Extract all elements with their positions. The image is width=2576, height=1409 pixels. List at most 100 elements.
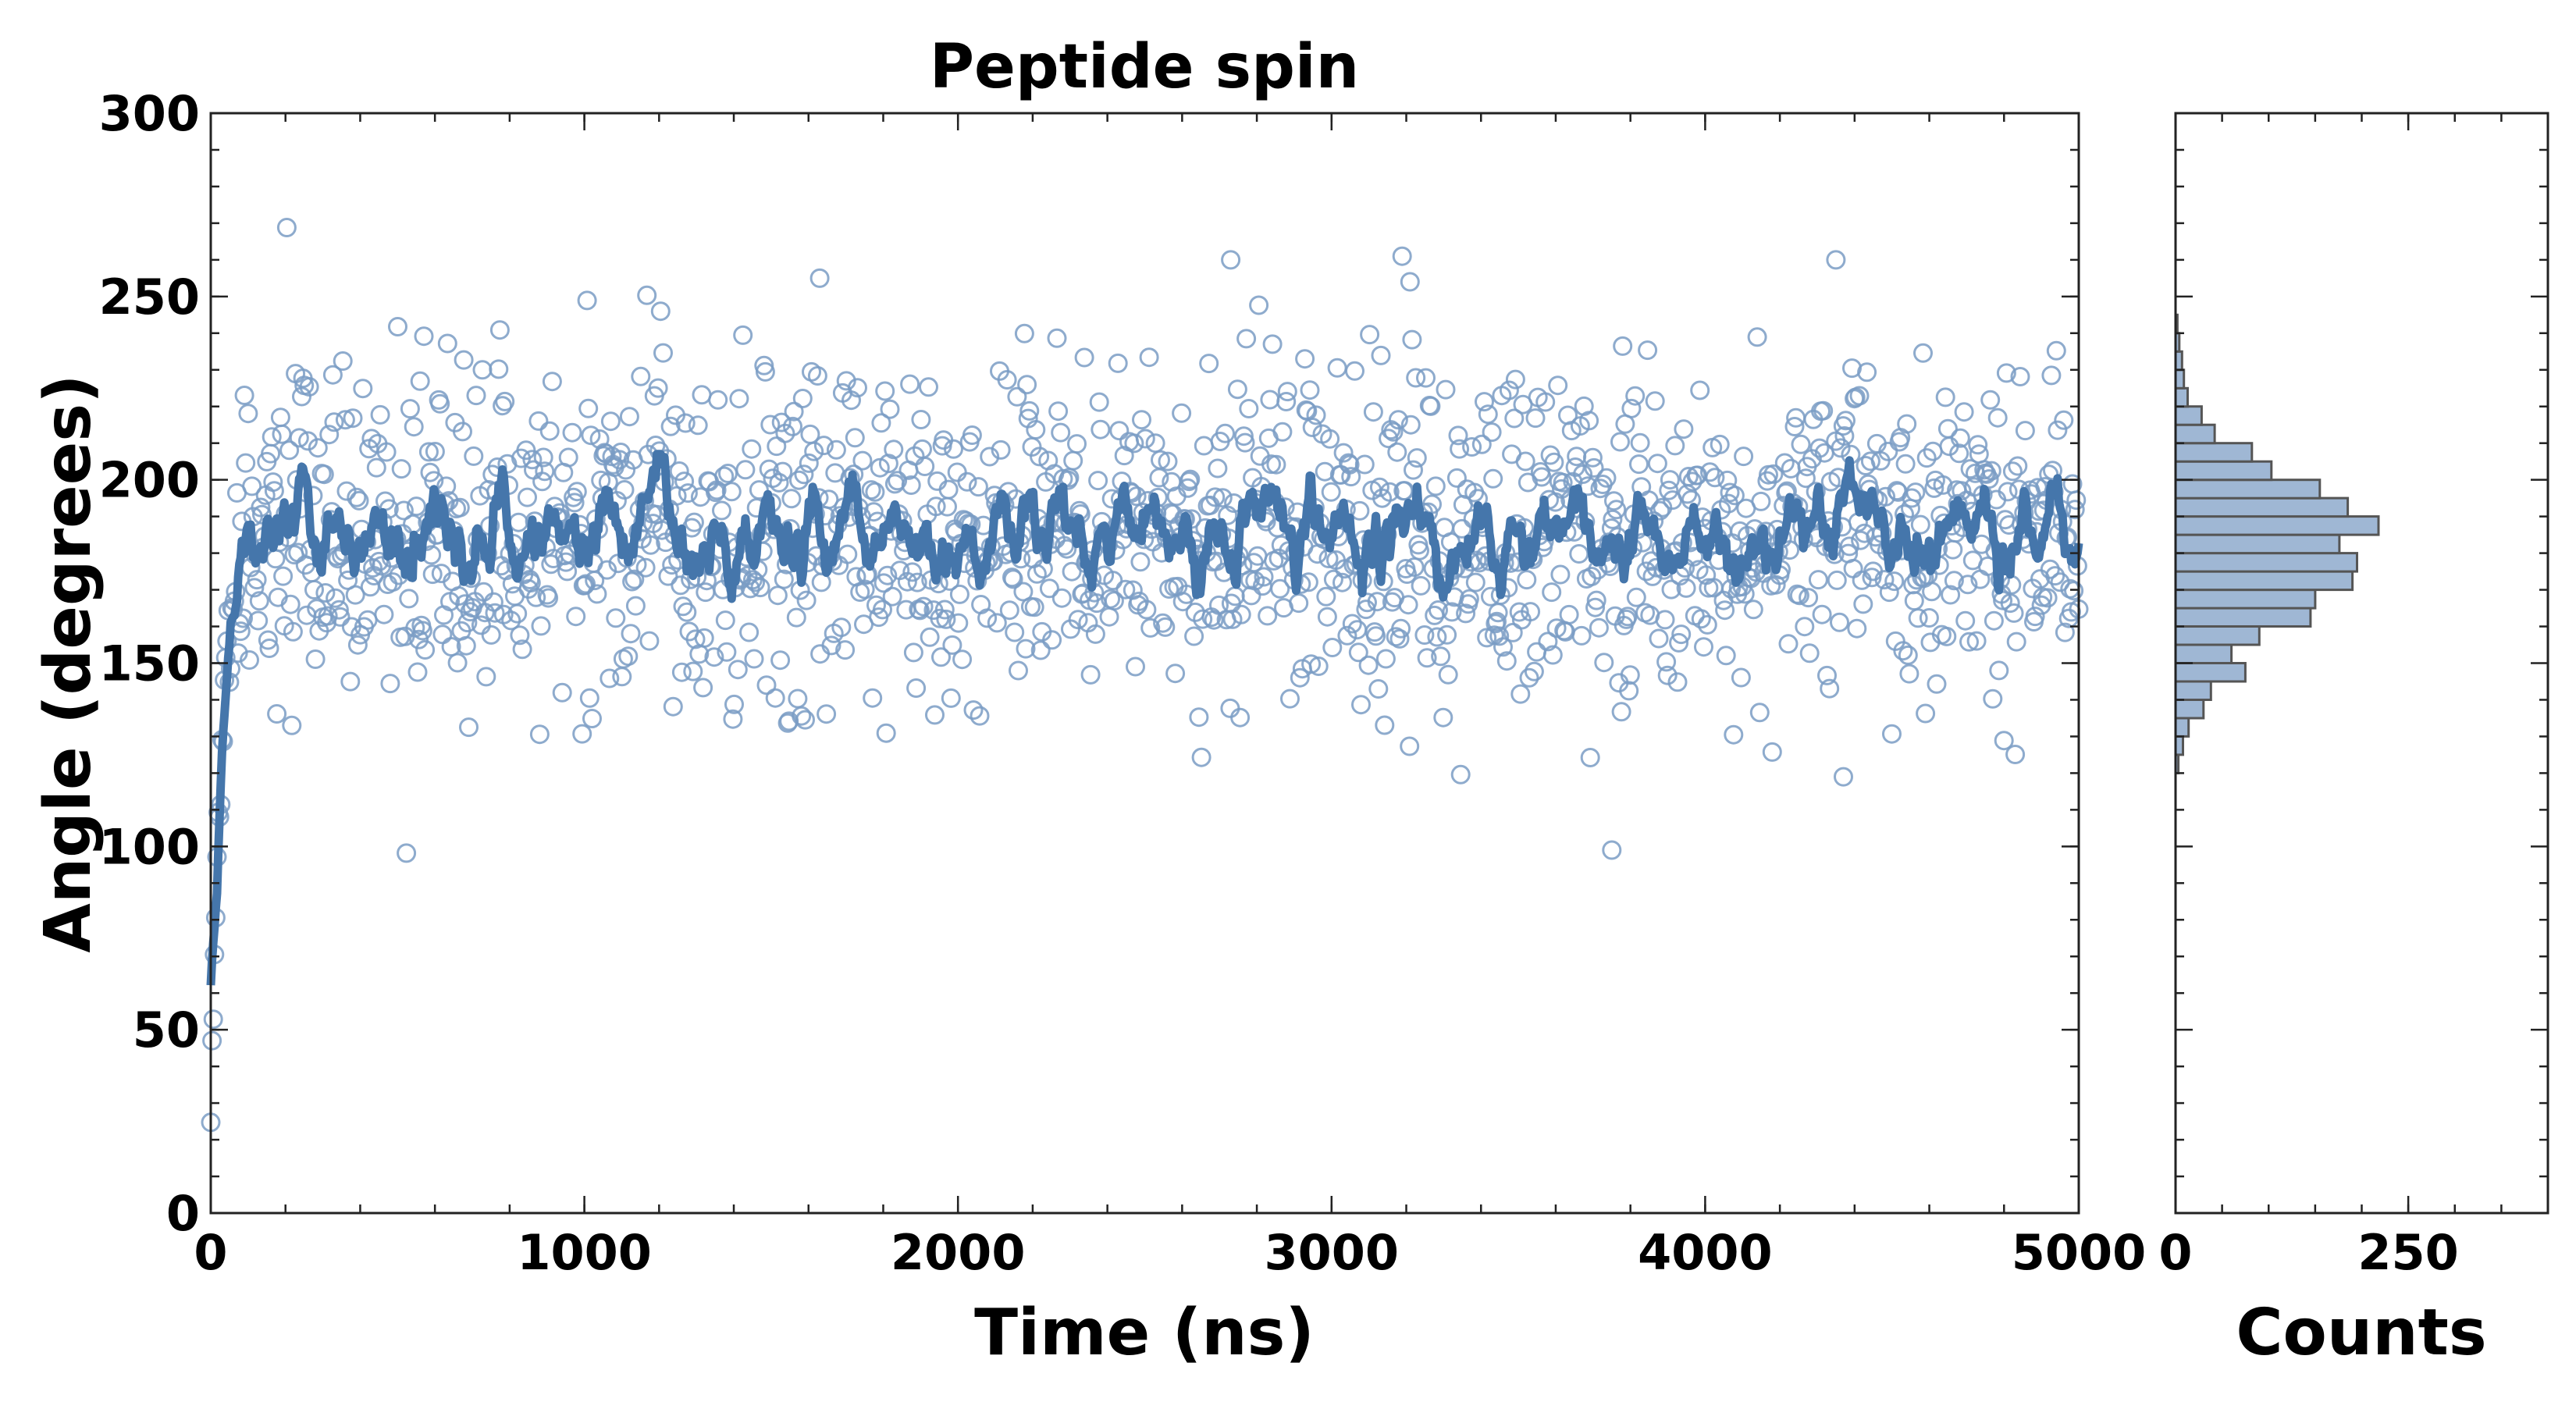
data-point bbox=[621, 624, 641, 644]
y-axis-ticks: 0 50 100 150 200 250 300 bbox=[99, 85, 2079, 1242]
data-point bbox=[2048, 420, 2068, 440]
data-point bbox=[418, 442, 439, 462]
data-point bbox=[760, 415, 781, 435]
data-point bbox=[1585, 597, 1606, 617]
data-point bbox=[915, 457, 935, 476]
data-point bbox=[1935, 387, 1955, 407]
data-point bbox=[1834, 426, 1855, 446]
data-point bbox=[1080, 664, 1101, 685]
data-point bbox=[1482, 422, 1502, 443]
data-point bbox=[1879, 582, 1899, 603]
data-point bbox=[319, 425, 340, 445]
data-point bbox=[2055, 622, 2075, 642]
data-point bbox=[884, 439, 904, 460]
data-point bbox=[1874, 570, 1895, 590]
data-point bbox=[1055, 535, 1074, 556]
data-point bbox=[902, 562, 923, 582]
data-point bbox=[1619, 681, 1639, 701]
data-point bbox=[2002, 461, 2023, 482]
data-point bbox=[289, 428, 309, 448]
data-point bbox=[234, 386, 254, 405]
data-point bbox=[944, 439, 963, 459]
data-point bbox=[324, 412, 344, 432]
data-point bbox=[882, 586, 902, 607]
data-point bbox=[1459, 589, 1479, 609]
data-point bbox=[963, 700, 984, 721]
data-point bbox=[1104, 591, 1124, 611]
data-point bbox=[1162, 504, 1183, 524]
data-point bbox=[1410, 540, 1429, 560]
data-point bbox=[1392, 246, 1412, 266]
histogram-bar bbox=[2174, 515, 2380, 536]
data-point bbox=[1465, 572, 1485, 592]
data-point bbox=[1450, 439, 1470, 459]
data-point bbox=[539, 588, 559, 608]
data-point bbox=[693, 678, 713, 698]
data-point bbox=[1532, 467, 1552, 487]
data-point bbox=[577, 290, 597, 311]
data-point bbox=[600, 668, 620, 688]
data-point bbox=[1589, 617, 1609, 638]
data-point bbox=[1030, 447, 1050, 467]
data-point bbox=[273, 566, 294, 586]
data-point bbox=[671, 575, 691, 596]
data-point bbox=[1295, 349, 1315, 369]
data-point bbox=[1013, 582, 1034, 602]
data-point bbox=[660, 416, 681, 436]
data-point bbox=[422, 564, 443, 585]
data-point bbox=[1827, 570, 1847, 590]
data-point bbox=[1337, 625, 1357, 646]
data-point bbox=[1860, 451, 1880, 471]
data-point bbox=[2045, 566, 2065, 586]
data-point bbox=[1987, 407, 2008, 428]
data-point bbox=[804, 441, 824, 461]
data-point bbox=[784, 401, 804, 422]
data-point bbox=[507, 603, 528, 624]
data-point bbox=[2066, 490, 2087, 511]
data-point bbox=[582, 709, 602, 728]
data-point bbox=[382, 572, 403, 592]
data-point bbox=[1005, 622, 1025, 642]
data-point bbox=[315, 583, 336, 603]
histogram-bar bbox=[2174, 533, 2341, 555]
data-point bbox=[1590, 479, 1610, 499]
data-point bbox=[2006, 632, 2026, 652]
data-point bbox=[1354, 454, 1375, 475]
data-point bbox=[614, 480, 635, 500]
data-point bbox=[1342, 614, 1362, 634]
data-point bbox=[1839, 536, 1859, 557]
data-point bbox=[648, 378, 668, 398]
data-point bbox=[1567, 447, 1587, 467]
data-point bbox=[1260, 390, 1280, 410]
data-point bbox=[238, 404, 258, 424]
data-point bbox=[345, 585, 365, 605]
data-point bbox=[1184, 626, 1204, 646]
data-point bbox=[1994, 731, 2014, 751]
data-point bbox=[376, 442, 397, 462]
data-point bbox=[911, 410, 931, 429]
data-point bbox=[1165, 664, 1186, 684]
data-point bbox=[968, 477, 988, 497]
running-average-line bbox=[206, 450, 2083, 986]
data-point bbox=[1254, 567, 1274, 587]
data-point bbox=[1884, 571, 1905, 592]
data-point bbox=[1327, 358, 1347, 378]
data-point bbox=[1436, 379, 1456, 400]
x-tick-label: 1000 bbox=[517, 1224, 652, 1281]
hist-x-tick-label: 0 bbox=[2158, 1224, 2192, 1281]
data-point bbox=[600, 411, 621, 432]
data-point bbox=[1715, 600, 1735, 621]
data-point bbox=[2025, 607, 2045, 627]
data-point bbox=[1625, 386, 1646, 406]
y-tick-label: 250 bbox=[99, 269, 200, 326]
data-point bbox=[903, 642, 923, 663]
data-point bbox=[489, 359, 509, 379]
data-point bbox=[1795, 617, 1815, 637]
data-point bbox=[788, 688, 808, 709]
data-point bbox=[1524, 661, 1544, 681]
data-point bbox=[835, 640, 856, 660]
data-point bbox=[1924, 478, 1944, 498]
data-point bbox=[1542, 582, 1562, 603]
data-point bbox=[1847, 618, 1867, 639]
